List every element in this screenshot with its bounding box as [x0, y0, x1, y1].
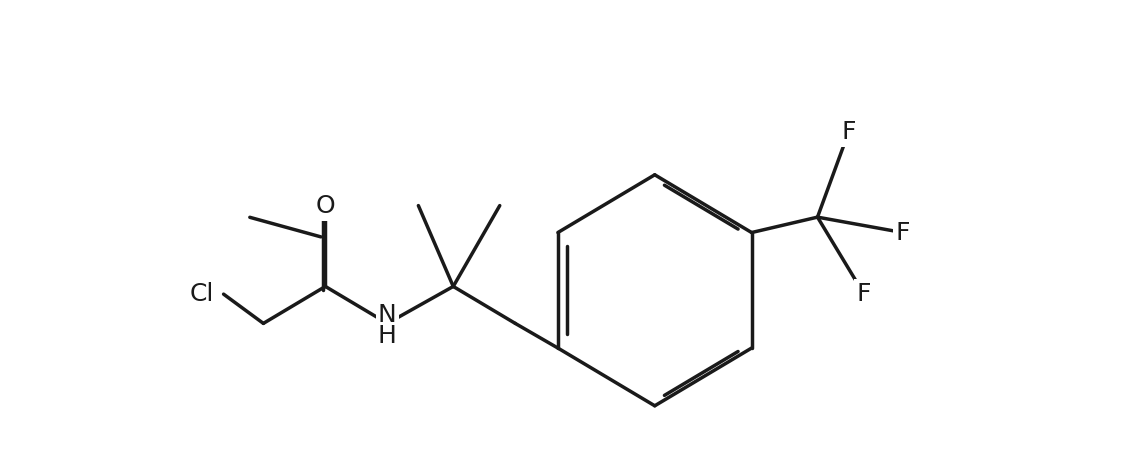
Text: F: F — [895, 220, 910, 244]
Text: H: H — [378, 324, 397, 348]
Text: N: N — [378, 303, 397, 327]
Text: Cl: Cl — [189, 282, 213, 306]
Text: F: F — [841, 121, 856, 145]
Text: O: O — [315, 194, 335, 218]
Text: F: F — [857, 282, 871, 306]
